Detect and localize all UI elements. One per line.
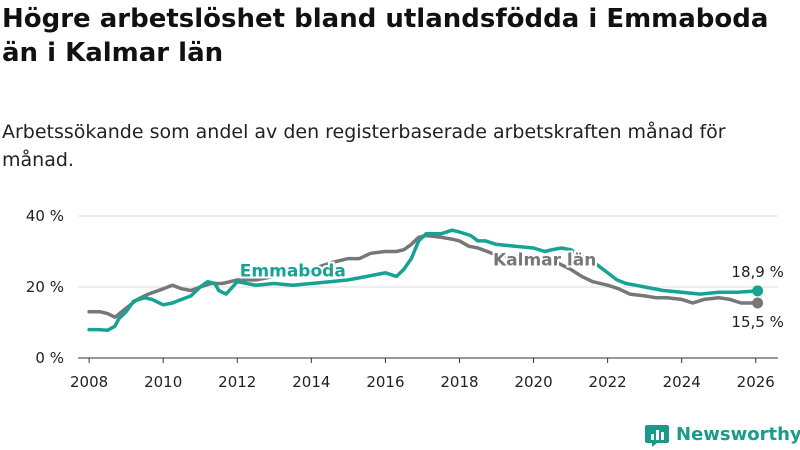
x-tick-label: 2024 (663, 373, 701, 391)
series-line-kalmar (87, 233, 760, 319)
end-label-kalmar: 15,5 % (731, 313, 783, 331)
series-line-emmaboda (87, 228, 760, 333)
newsworthy-logo-icon (645, 425, 669, 447)
end-marker-emmaboda (752, 285, 764, 297)
y-tick-label: 0 % (35, 349, 64, 367)
chart-subtitle: Arbetssökande som andel av den registerb… (2, 121, 726, 171)
x-tick-label: 2016 (366, 373, 404, 391)
x-tick-label: 2020 (514, 373, 552, 391)
series-label-kalmar: Kalmar län (493, 251, 596, 271)
x-tick-label: 2018 (440, 373, 478, 391)
end-label-emmaboda: 18,9 % (731, 263, 783, 281)
series-layer (87, 228, 764, 333)
brand-name: Newsworthy (676, 423, 800, 445)
newsworthy-brand: Newsworthy (644, 419, 800, 449)
x-tick-label: 2026 (737, 373, 775, 391)
label-layer: 18,9 % 15,5 % Emmaboda Kalmar län (238, 249, 784, 331)
chart-title: Högre arbetslöshet bland utlandsfödda i … (2, 4, 769, 68)
line-chart: 0 % 20 % 40 % 2008 2010 2012 2014 2016 2018 2020… (26, 207, 784, 391)
x-axis: 2008 2010 2012 2014 2016 2018 2020 2022 2024 2026 (70, 357, 778, 391)
grid-lines (78, 215, 778, 288)
end-marker-kalmar (752, 297, 764, 309)
y-tick-labels: 0 % 20 % 40 % (26, 207, 64, 367)
x-tick-label: 2012 (218, 373, 256, 391)
x-tick-label: 2022 (589, 373, 627, 391)
y-tick-label: 20 % (26, 278, 64, 296)
y-tick-label: 40 % (26, 207, 64, 225)
series-label-emmaboda: Emmaboda (240, 261, 346, 281)
x-tick-label: 2014 (292, 373, 330, 391)
x-tick-label: 2008 (70, 373, 108, 391)
x-tick-label: 2010 (144, 373, 182, 391)
